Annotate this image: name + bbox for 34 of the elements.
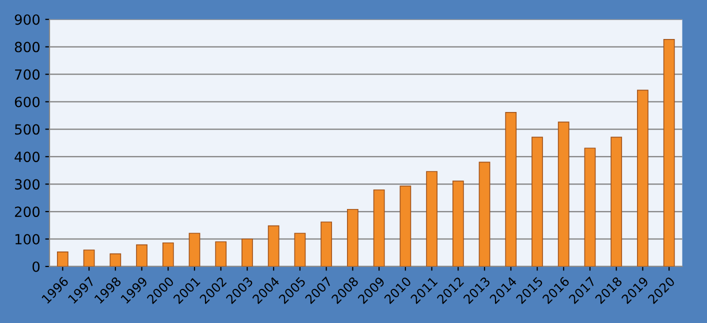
bar bbox=[505, 112, 517, 266]
bar bbox=[320, 222, 332, 266]
bar bbox=[637, 90, 648, 266]
y-tick-label: 300 bbox=[15, 179, 40, 190]
bar bbox=[215, 241, 227, 266]
bar bbox=[452, 180, 464, 266]
bar bbox=[584, 148, 596, 266]
y-tick-label: 100 bbox=[15, 234, 40, 244]
y-tick-label: 500 bbox=[15, 124, 40, 135]
bar bbox=[56, 252, 68, 266]
y-tick-label: 600 bbox=[14, 96, 40, 108]
bar bbox=[268, 225, 280, 266]
bar bbox=[532, 136, 543, 266]
y-tick-label: 800 bbox=[14, 42, 40, 52]
bar bbox=[373, 189, 385, 266]
y-tick-label: 900 bbox=[14, 14, 40, 25]
bar bbox=[110, 253, 122, 266]
bar bbox=[426, 171, 438, 266]
y-tick-label: 200 bbox=[14, 206, 40, 218]
bar bbox=[558, 122, 570, 266]
bar bbox=[188, 232, 200, 266]
bar bbox=[400, 186, 412, 266]
bar bbox=[294, 232, 306, 266]
y-tick-label: 700 bbox=[15, 69, 40, 80]
bar bbox=[162, 242, 174, 266]
bar bbox=[83, 250, 95, 266]
bar bbox=[242, 238, 253, 266]
bar bbox=[478, 162, 490, 266]
bar bbox=[346, 208, 358, 266]
bar bbox=[136, 244, 148, 266]
bar bbox=[663, 39, 675, 266]
bar bbox=[610, 136, 622, 266]
y-tick-label: 0 bbox=[32, 261, 40, 272]
y-tick-label: 400 bbox=[14, 152, 40, 162]
